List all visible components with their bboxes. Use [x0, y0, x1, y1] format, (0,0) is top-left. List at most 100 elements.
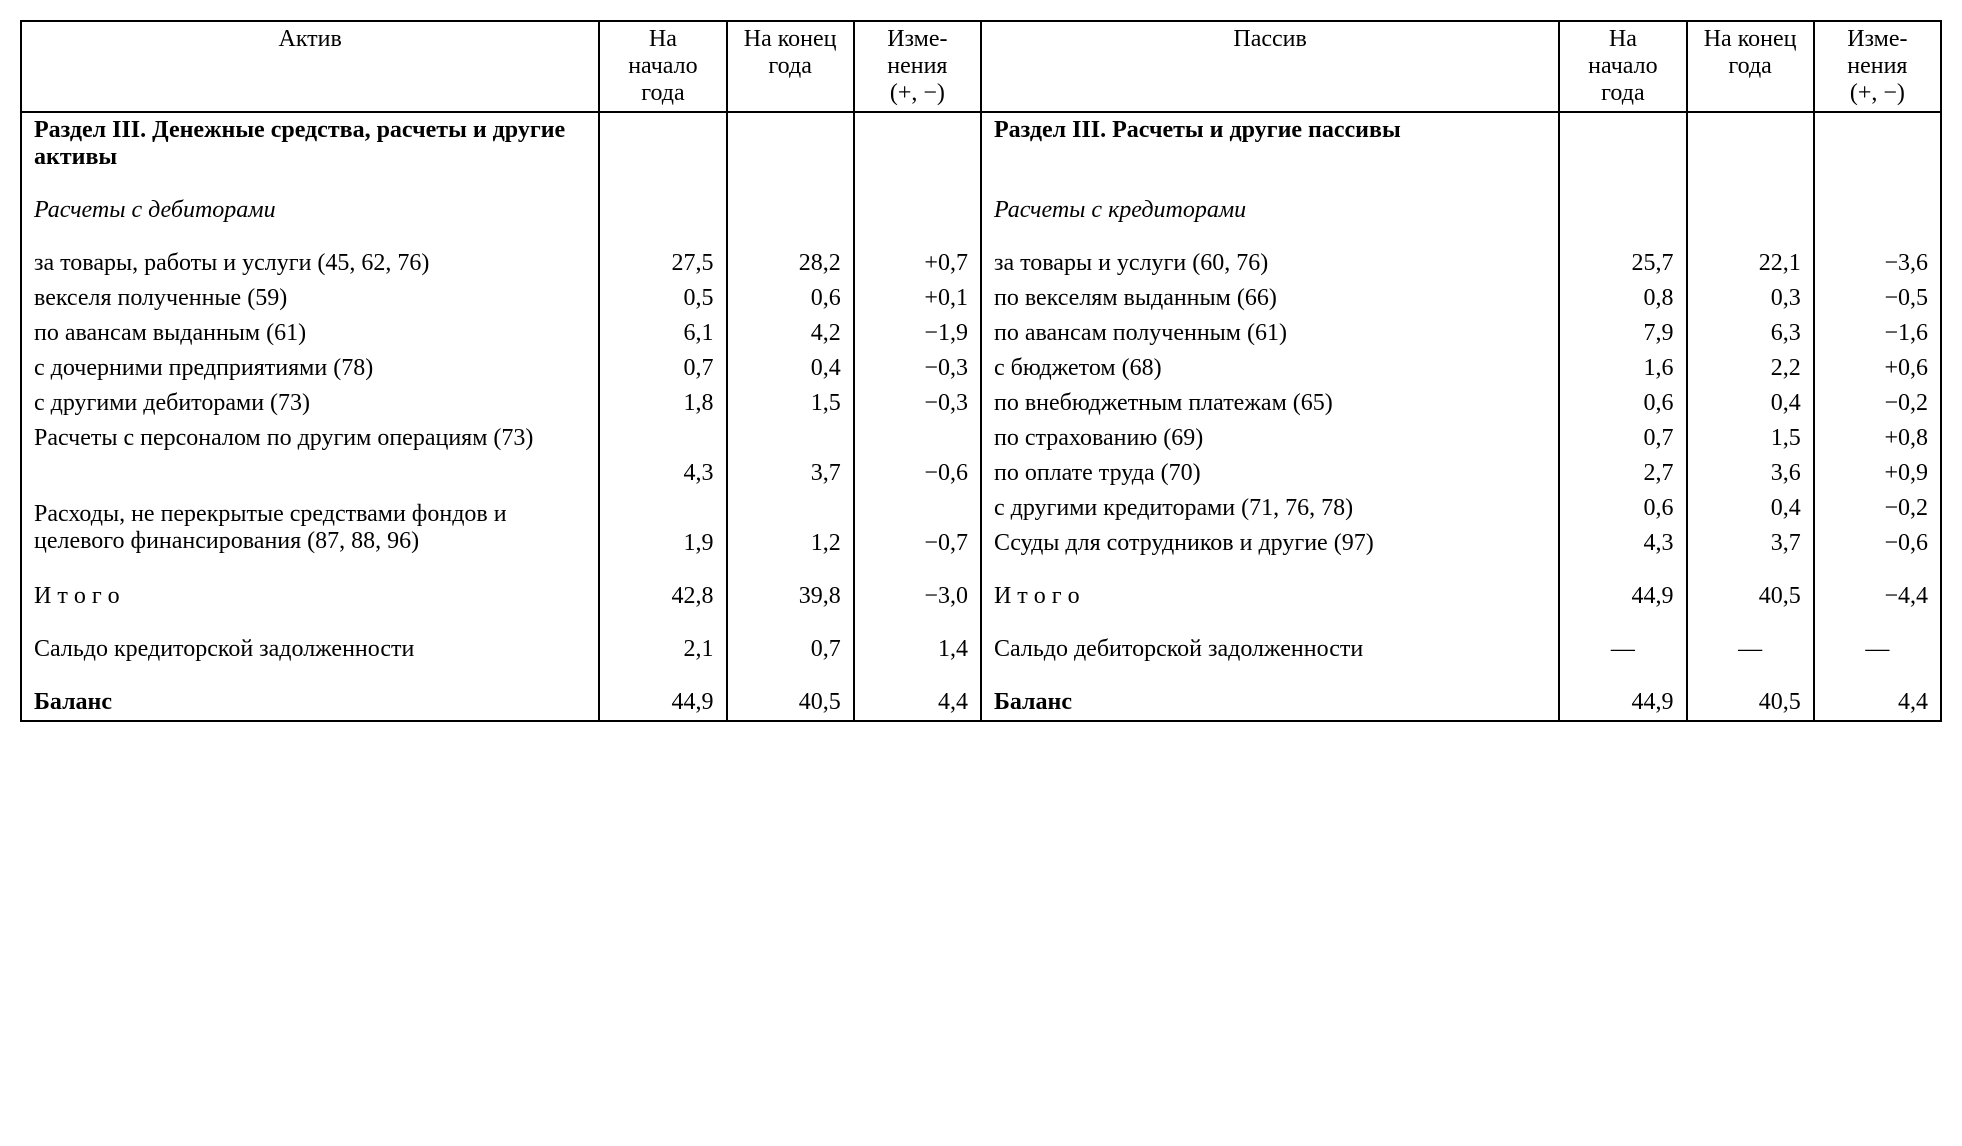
cell-value: −1,9	[854, 316, 981, 351]
header-change-p: Изме- нения (+, −)	[1814, 21, 1941, 112]
cell-value: 0,6	[1559, 386, 1686, 421]
saldo-row: Сальдо кредиторской задол­женности 2,1 0…	[21, 632, 1941, 667]
cell-label: векселя полученные (59)	[21, 281, 599, 316]
itogo-label-a: И т о г о	[21, 579, 599, 614]
cell-value: −0,5	[1814, 281, 1941, 316]
table-row: Расчеты с персоналом по другим операциям…	[21, 421, 1941, 456]
cell-value: 1,4	[854, 632, 981, 667]
cell-label: по страхованию (69)	[981, 421, 1559, 456]
cell-label: с другими дебиторами (73)	[21, 386, 599, 421]
cell-value: 40,5	[1687, 579, 1814, 614]
cell-value: −0,7	[854, 491, 981, 561]
cell-label: с дочерними предприятия­ми (78)	[21, 351, 599, 386]
cell-label: за товары и услуги (60, 76)	[981, 246, 1559, 281]
cell-value: 1,9	[599, 491, 726, 561]
cell-value: —	[1559, 632, 1686, 667]
cell-value: 0,8	[1559, 281, 1686, 316]
cell-value: 42,8	[599, 579, 726, 614]
cell-value: 44,9	[599, 685, 726, 721]
cell-value: +0,7	[854, 246, 981, 281]
cell-value: 3,6	[1687, 456, 1814, 491]
cell-value: 0,4	[1687, 491, 1814, 526]
cell-value: 0,7	[727, 632, 854, 667]
cell-value: 3,7	[727, 421, 854, 491]
cell-value: +0,9	[1814, 456, 1941, 491]
cell-value: 40,5	[727, 685, 854, 721]
cell-value: 2,1	[599, 632, 726, 667]
cell-value: 6,3	[1687, 316, 1814, 351]
cell-value: +0,1	[854, 281, 981, 316]
cell-label: Ссуды для сотрудников и другие (97)	[981, 526, 1559, 561]
balans-row: Баланс 44,9 40,5 4,4 Баланс 44,9 40,5 4,…	[21, 685, 1941, 721]
cell-value: −0,3	[854, 351, 981, 386]
cell-value: 40,5	[1687, 685, 1814, 721]
cell-value: −0,6	[1814, 526, 1941, 561]
cell-value: 3,7	[1687, 526, 1814, 561]
cell-value: 0,4	[1687, 386, 1814, 421]
header-end-p: На конец года	[1687, 21, 1814, 112]
cell-value: 27,5	[599, 246, 726, 281]
cell-label: по внебюджетным плате­жам (65)	[981, 386, 1559, 421]
balance-table: Актив На начало года На конец года Изме-…	[20, 20, 1942, 722]
cell-value: 44,9	[1559, 685, 1686, 721]
cell-value: 22,1	[1687, 246, 1814, 281]
cell-value: 39,8	[727, 579, 854, 614]
table-row: по авансам выданным (61) 6,1 4,2 −1,9 по…	[21, 316, 1941, 351]
cell-value: 1,6	[1559, 351, 1686, 386]
cell-label: с бюджетом (68)	[981, 351, 1559, 386]
aktiv-subsection: Расчеты с дебиторами	[21, 193, 599, 228]
passiv-section-title: Раздел III. Расчеты и другие пассивы	[981, 112, 1559, 175]
table-row: за товары, работы и услуги (45, 62, 76) …	[21, 246, 1941, 281]
header-end-a: На конец года	[727, 21, 854, 112]
cell-value: 0,6	[727, 281, 854, 316]
itogo-row: И т о г о 42,8 39,8 −3,0 И т о г о 44,9 …	[21, 579, 1941, 614]
cell-value: 1,5	[1687, 421, 1814, 456]
cell-value: 6,1	[599, 316, 726, 351]
cell-label: по оплате труда (70)	[981, 456, 1559, 491]
cell-value: 0,6	[1559, 491, 1686, 526]
cell-value: 7,9	[1559, 316, 1686, 351]
table-row: с дочерними предприятия­ми (78) 0,7 0,4 …	[21, 351, 1941, 386]
cell-value: 1,2	[727, 491, 854, 561]
cell-value: 2,7	[1559, 456, 1686, 491]
cell-value: 4,4	[854, 685, 981, 721]
cell-value: 4,3	[599, 421, 726, 491]
saldo-label-a: Сальдо кредиторской задол­женности	[21, 632, 599, 667]
header-start-p: На начало года	[1559, 21, 1686, 112]
cell-value: 25,7	[1559, 246, 1686, 281]
cell-value: 2,2	[1687, 351, 1814, 386]
cell-value: −1,6	[1814, 316, 1941, 351]
cell-value: −4,4	[1814, 579, 1941, 614]
passiv-subsection: Расчеты с кредиторами	[981, 193, 1559, 228]
cell-value: 4,4	[1814, 685, 1941, 721]
header-start-a: На начало года	[599, 21, 726, 112]
cell-label: Расходы, не перекрытые средствами фондов…	[21, 491, 599, 561]
cell-value: 0,3	[1687, 281, 1814, 316]
subsection-row: Расчеты с дебиторами Расчеты с кредитора…	[21, 193, 1941, 228]
cell-value: −3,6	[1814, 246, 1941, 281]
table-body: Раздел III. Денежные сред­ства, расчеты …	[21, 112, 1941, 721]
cell-label: по векселям выданным (66)	[981, 281, 1559, 316]
cell-value: 0,5	[599, 281, 726, 316]
balans-label-a: Баланс	[21, 685, 599, 721]
cell-value: —	[1687, 632, 1814, 667]
cell-label: по авансам выданным (61)	[21, 316, 599, 351]
cell-label: по авансам полученным (61)	[981, 316, 1559, 351]
cell-value: 4,3	[1559, 526, 1686, 561]
cell-value: 44,9	[1559, 579, 1686, 614]
aktiv-section-title: Раздел III. Денежные сред­ства, расчеты …	[21, 112, 599, 175]
balans-label-p: Баланс	[981, 685, 1559, 721]
header-passiv: Пассив	[981, 21, 1559, 112]
cell-value: 1,5	[727, 386, 854, 421]
cell-label: Расчеты с персоналом по другим операциям…	[21, 421, 599, 491]
section-title-row: Раздел III. Денежные сред­ства, расчеты …	[21, 112, 1941, 175]
cell-value: —	[1814, 632, 1941, 667]
table-header: Актив На начало года На конец года Изме-…	[21, 21, 1941, 112]
cell-value: 0,4	[727, 351, 854, 386]
header-change-a: Изме- нения (+, −)	[854, 21, 981, 112]
header-aktiv: Актив	[21, 21, 599, 112]
itogo-label-p: И т о г о	[981, 579, 1559, 614]
cell-label: с другими кредиторами (71, 76, 78)	[981, 491, 1559, 526]
cell-value: 0,7	[599, 351, 726, 386]
cell-value: +0,6	[1814, 351, 1941, 386]
